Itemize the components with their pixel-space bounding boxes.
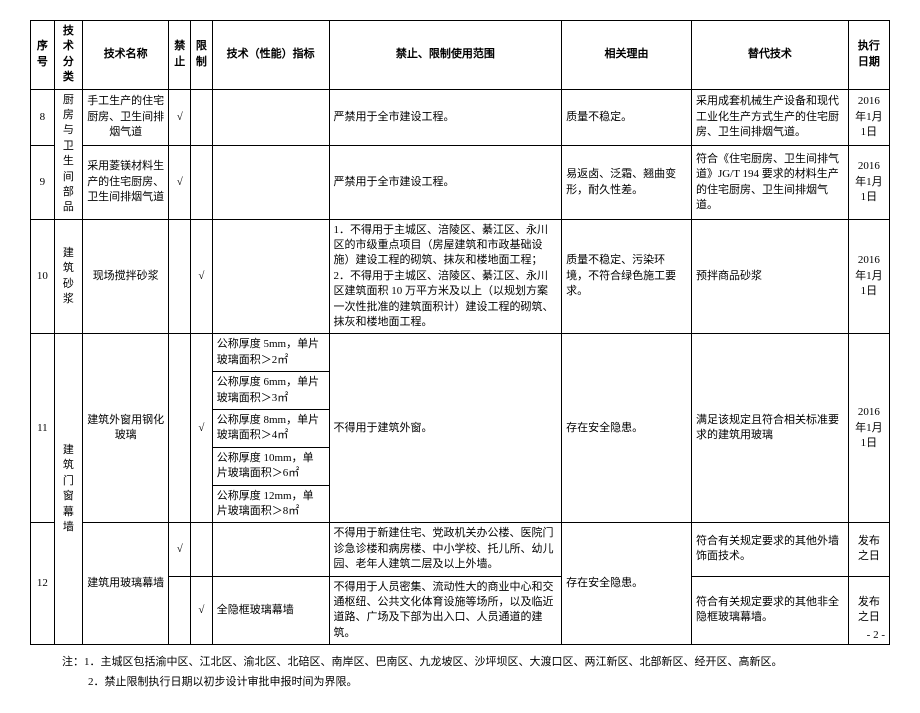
- cell-alt: 符合有关规定要求的其他非全隐框玻璃幕墙。: [691, 576, 848, 645]
- cell-category: 厨房与卫生间部品: [54, 89, 82, 219]
- footnote-2: 2．禁止限制执行日期以初步设计审批申报时间为界限。: [62, 673, 890, 693]
- cell-spec: [212, 219, 329, 334]
- cell-alt: 预拌商品砂浆: [691, 219, 848, 334]
- cell-seq: 8: [31, 89, 55, 146]
- cell-limit: [191, 89, 213, 146]
- cell-reason: 质量不稳定。: [562, 89, 692, 146]
- cell-alt: 符合《住宅厨房、卫生间排气道》JG/T 194 要求的材料生产的住宅厨房、卫生间…: [691, 146, 848, 219]
- cell-scope: 1．不得用于主城区、涪陵区、綦江区、永川区的市级重点项目（房屋建筑和市政基础设施…: [329, 219, 562, 334]
- cell-ban: [169, 219, 191, 334]
- cell-ban: √: [169, 89, 191, 146]
- table-header-row: 序号 技术分类 技术名称 禁止 限制 技术（性能）指标 禁止、限制使用范围 相关…: [31, 21, 890, 90]
- cell-ban: √: [169, 523, 191, 576]
- cell-alt: 符合有关规定要求的其他外墙饰面技术。: [691, 523, 848, 576]
- cell-name: 现场搅拌砂浆: [82, 219, 169, 334]
- cell-spec: [212, 146, 329, 219]
- cell-alt: 采用成套机械生产设备和现代工业化生产方式生产的住宅厨房、卫生间排烟气道。: [691, 89, 848, 146]
- footnotes: 注：1．主城区包括渝中区、江北区、渝北区、北碚区、南岸区、巴南区、九龙坡区、沙坪…: [30, 653, 890, 693]
- header-name: 技术名称: [82, 21, 169, 90]
- cell-scope: 不得用于新建住宅、党政机关办公楼、医院门诊急诊楼和病房楼、中小学校、托儿所、幼儿…: [329, 523, 562, 576]
- cell-name: 建筑外窗用钢化玻璃: [82, 334, 169, 523]
- header-category: 技术分类: [54, 21, 82, 90]
- cell-spec: 公称厚度 5mm，单片玻璃面积＞2㎡: [212, 334, 329, 372]
- cell-reason: 存在安全隐患。: [562, 523, 692, 645]
- cell-spec: 公称厚度 10mm，单片玻璃面积＞6㎡: [212, 447, 329, 485]
- cell-date: 2016年1月1日: [848, 334, 889, 523]
- cell-reason: 存在安全隐患。: [562, 334, 692, 523]
- cell-scope: 严禁用于全市建设工程。: [329, 89, 562, 146]
- cell-name: 建筑用玻璃幕墙: [82, 523, 169, 645]
- cell-limit: √: [191, 334, 213, 523]
- header-spec: 技术（性能）指标: [212, 21, 329, 90]
- table-row: 12 建筑用玻璃幕墙 √ 不得用于新建住宅、党政机关办公楼、医院门诊急诊楼和病房…: [31, 523, 890, 576]
- header-date: 执行日期: [848, 21, 889, 90]
- cell-reason: 易返卤、泛霜、翘曲变形，耐久性差。: [562, 146, 692, 219]
- cell-seq: 11: [31, 334, 55, 523]
- header-ban: 禁止: [169, 21, 191, 90]
- cell-date: 2016年1月1日: [848, 146, 889, 219]
- cell-seq: 9: [31, 146, 55, 219]
- cell-ban: [169, 334, 191, 523]
- tech-regulation-table: 序号 技术分类 技术名称 禁止 限制 技术（性能）指标 禁止、限制使用范围 相关…: [30, 20, 890, 645]
- header-scope: 禁止、限制使用范围: [329, 21, 562, 90]
- table-row: 8 厨房与卫生间部品 手工生产的住宅厨房、卫生间排烟气道 √ 严禁用于全市建设工…: [31, 89, 890, 146]
- page-number: - 2 -: [867, 629, 885, 641]
- cell-category: 建筑门窗幕墙: [54, 334, 82, 645]
- cell-scope: 不得用于人员密集、流动性大的商业中心和交通枢纽、公共文化体育设施等场所，以及临近…: [329, 576, 562, 645]
- cell-date: 2016年1月1日: [848, 89, 889, 146]
- footnote-1: 注：1．主城区包括渝中区、江北区、渝北区、北碚区、南岸区、巴南区、九龙坡区、沙坪…: [62, 653, 890, 673]
- cell-seq: 12: [31, 523, 55, 645]
- cell-date: 发布之日: [848, 523, 889, 576]
- cell-limit: [191, 523, 213, 576]
- cell-scope: 严禁用于全市建设工程。: [329, 146, 562, 219]
- cell-ban: √: [169, 146, 191, 219]
- cell-reason: 质量不稳定、污染环境，不符合绿色施工要求。: [562, 219, 692, 334]
- header-alt: 替代技术: [691, 21, 848, 90]
- cell-category: 建筑砂浆: [54, 219, 82, 334]
- cell-spec: 公称厚度 8mm，单片玻璃面积＞4㎡: [212, 409, 329, 447]
- cell-spec: 全隐框玻璃幕墙: [212, 576, 329, 645]
- table-row: 9 采用菱镁材料生产的住宅厨房、卫生间排烟气道 √ 严禁用于全市建设工程。 易返…: [31, 146, 890, 219]
- cell-limit: [191, 146, 213, 219]
- cell-scope: 不得用于建筑外窗。: [329, 334, 562, 523]
- table-row: 11 建筑门窗幕墙 建筑外窗用钢化玻璃 √ 公称厚度 5mm，单片玻璃面积＞2㎡…: [31, 334, 890, 372]
- cell-name: 采用菱镁材料生产的住宅厨房、卫生间排烟气道: [82, 146, 169, 219]
- header-seq: 序号: [31, 21, 55, 90]
- cell-alt: 满足该规定且符合相关标准要求的建筑用玻璃: [691, 334, 848, 523]
- cell-name: 手工生产的住宅厨房、卫生间排烟气道: [82, 89, 169, 146]
- cell-date: 2016年1月1日: [848, 219, 889, 334]
- cell-spec: 公称厚度 12mm，单片玻璃面积＞8㎡: [212, 485, 329, 523]
- header-reason: 相关理由: [562, 21, 692, 90]
- cell-spec: 公称厚度 6mm，单片玻璃面积＞3㎡: [212, 372, 329, 410]
- cell-ban: [169, 576, 191, 645]
- cell-limit: √: [191, 576, 213, 645]
- header-limit: 限制: [191, 21, 213, 90]
- cell-limit: √: [191, 219, 213, 334]
- cell-spec: [212, 523, 329, 576]
- table-row: 10 建筑砂浆 现场搅拌砂浆 √ 1．不得用于主城区、涪陵区、綦江区、永川区的市…: [31, 219, 890, 334]
- cell-seq: 10: [31, 219, 55, 334]
- cell-spec: [212, 89, 329, 146]
